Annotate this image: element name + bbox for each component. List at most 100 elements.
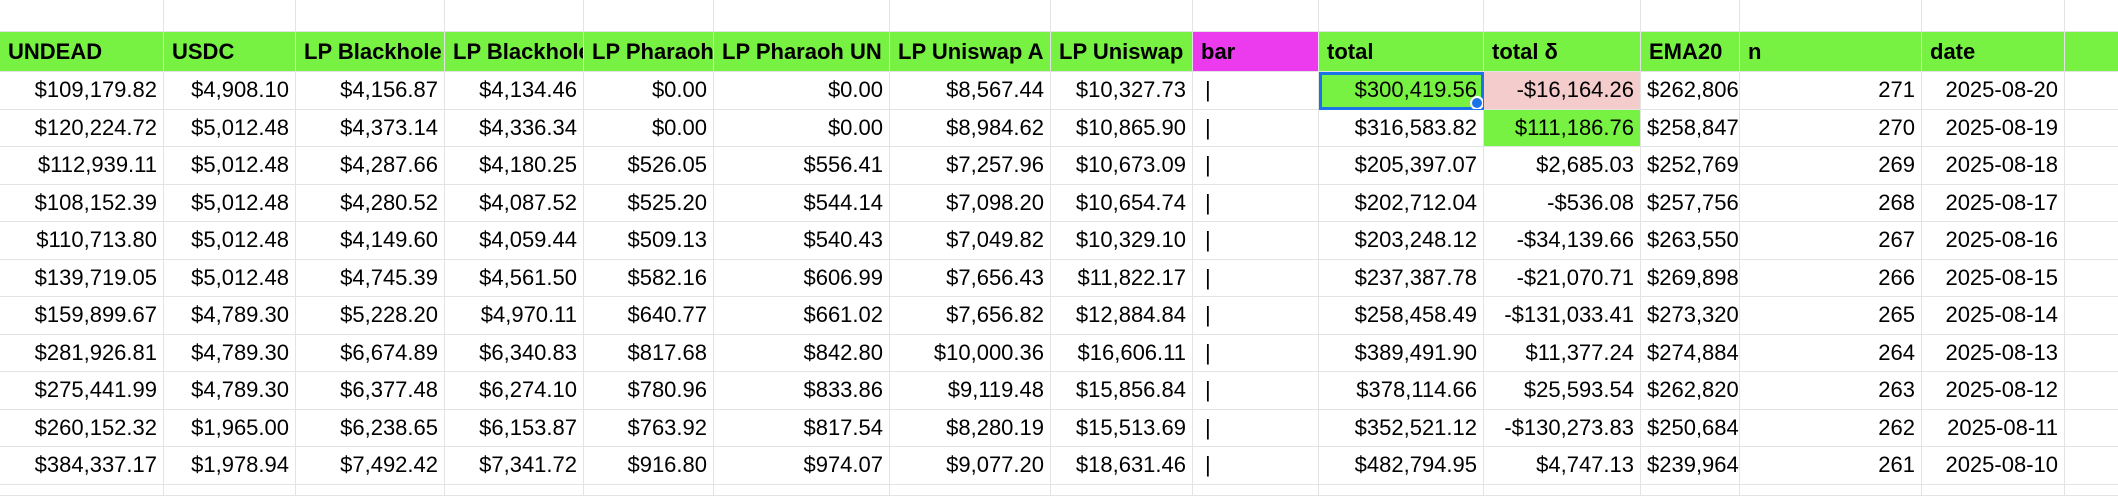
table-cell[interactable]: $5,228.20 (296, 297, 445, 335)
column-header[interactable]: total δ (1484, 32, 1641, 72)
column-header-empty[interactable] (2065, 32, 2118, 72)
empty-cell[interactable] (890, 484, 1051, 496)
table-cell[interactable]: | (1193, 409, 1319, 447)
table-cell[interactable]: $15,856.84 (1051, 372, 1193, 410)
table-cell[interactable]: $833.86 (714, 372, 890, 410)
table-cell[interactable]: $8,567.44 (890, 72, 1051, 110)
table-cell[interactable]: -$21,070.71 (1484, 259, 1641, 297)
empty-cell[interactable] (1193, 484, 1319, 496)
table-cell[interactable]: $0.00 (584, 109, 714, 147)
empty-cell[interactable] (714, 0, 890, 32)
empty-cell[interactable] (1484, 0, 1641, 32)
table-cell[interactable]: $263,550 (1641, 222, 1740, 260)
empty-cell[interactable] (164, 484, 296, 496)
table-cell[interactable]: 266 (1740, 259, 1922, 297)
table-cell[interactable]: $275,441.99 (0, 372, 164, 410)
table-cell[interactable]: $8,280.19 (890, 409, 1051, 447)
table-cell[interactable]: $258,847 (1641, 109, 1740, 147)
table-cell[interactable]: $2,685.03 (1484, 147, 1641, 185)
table-cell[interactable]: $4,180.25 (445, 147, 584, 185)
table-cell[interactable]: $237,387.78 (1319, 259, 1484, 297)
table-cell[interactable]: $300,419.56 (1319, 72, 1484, 110)
column-header[interactable]: bar (1193, 32, 1319, 72)
table-cell[interactable]: $10,865.90 (1051, 109, 1193, 147)
table-cell[interactable]: $763.92 (584, 409, 714, 447)
table-cell[interactable]: $10,654.74 (1051, 184, 1193, 222)
table-cell[interactable]: $7,257.96 (890, 147, 1051, 185)
column-header[interactable]: EMA20 (1641, 32, 1740, 72)
empty-cell[interactable] (1193, 0, 1319, 32)
table-cell[interactable]: $6,340.83 (445, 334, 584, 372)
table-cell[interactable]: 2025-08-11 (1922, 409, 2065, 447)
table-cell[interactable]: 2025-08-19 (1922, 109, 2065, 147)
column-header[interactable]: LP Blackhole (296, 32, 445, 72)
table-cell[interactable]: $25,593.54 (1484, 372, 1641, 410)
table-cell[interactable]: $262,820 (1641, 372, 1740, 410)
table-cell[interactable]: 2025-08-10 (1922, 447, 2065, 485)
table-cell[interactable]: $4,908.10 (164, 72, 296, 110)
table-cell[interactable]: | (1193, 372, 1319, 410)
table-cell[interactable]: $6,153.87 (445, 409, 584, 447)
table-cell[interactable]: $7,098.20 (890, 184, 1051, 222)
table-cell[interactable]: $482,794.95 (1319, 447, 1484, 485)
empty-cell[interactable] (164, 0, 296, 32)
table-cell[interactable]: $1,965.00 (164, 409, 296, 447)
table-cell[interactable]: $4,970.11 (445, 297, 584, 335)
table-cell[interactable]: 267 (1740, 222, 1922, 260)
empty-cell[interactable] (2065, 410, 2118, 447)
table-cell[interactable]: $4,134.46 (445, 72, 584, 110)
table-cell[interactable]: | (1193, 184, 1319, 222)
empty-cell[interactable] (0, 484, 164, 496)
empty-cell[interactable] (2065, 72, 2118, 110)
table-cell[interactable]: $817.68 (584, 334, 714, 372)
empty-cell[interactable] (584, 0, 714, 32)
table-cell[interactable]: 261 (1740, 447, 1922, 485)
table-cell[interactable]: $8,984.62 (890, 109, 1051, 147)
empty-cell[interactable] (1051, 484, 1193, 496)
column-header[interactable]: LP Uniswap A (890, 32, 1051, 72)
table-cell[interactable]: $7,656.82 (890, 297, 1051, 335)
table-cell[interactable]: $262,806 (1641, 72, 1740, 110)
table-cell[interactable]: | (1193, 72, 1319, 110)
table-cell[interactable]: $10,327.73 (1051, 72, 1193, 110)
table-cell[interactable]: $6,274.10 (445, 372, 584, 410)
table-cell[interactable]: $4,789.30 (164, 372, 296, 410)
table-cell[interactable]: $10,673.09 (1051, 147, 1193, 185)
table-cell[interactable]: $0.00 (584, 72, 714, 110)
table-cell[interactable]: $606.99 (714, 259, 890, 297)
table-cell[interactable]: $120,224.72 (0, 109, 164, 147)
table-cell[interactable]: $780.96 (584, 372, 714, 410)
table-cell[interactable]: $4,280.52 (296, 184, 445, 222)
empty-cell[interactable] (2065, 0, 2118, 32)
table-cell[interactable]: | (1193, 297, 1319, 335)
table-cell[interactable]: $4,747.13 (1484, 447, 1641, 485)
table-cell[interactable]: $260,152.32 (0, 409, 164, 447)
table-cell[interactable]: 2025-08-20 (1922, 72, 2065, 110)
table-cell[interactable]: $525.20 (584, 184, 714, 222)
empty-cell[interactable] (2065, 372, 2118, 410)
table-cell[interactable]: 2025-08-17 (1922, 184, 2065, 222)
table-cell[interactable]: $18,631.46 (1051, 447, 1193, 485)
empty-cell[interactable] (890, 0, 1051, 32)
table-cell[interactable]: 2025-08-18 (1922, 147, 2065, 185)
table-cell[interactable]: $112,939.11 (0, 147, 164, 185)
empty-cell[interactable] (2065, 110, 2118, 147)
table-cell[interactable]: $4,156.87 (296, 72, 445, 110)
table-cell[interactable]: $110,713.80 (0, 222, 164, 260)
table-cell[interactable]: $0.00 (714, 72, 890, 110)
table-cell[interactable]: $4,745.39 (296, 259, 445, 297)
empty-cell[interactable] (1484, 484, 1641, 496)
table-cell[interactable]: $4,373.14 (296, 109, 445, 147)
empty-cell[interactable] (2065, 485, 2118, 496)
table-cell[interactable]: $4,149.60 (296, 222, 445, 260)
table-cell[interactable]: $5,012.48 (164, 259, 296, 297)
table-cell[interactable]: 269 (1740, 147, 1922, 185)
column-header[interactable]: UNDEAD (0, 32, 164, 72)
table-cell[interactable]: -$536.08 (1484, 184, 1641, 222)
table-cell[interactable]: $9,077.20 (890, 447, 1051, 485)
table-cell[interactable]: $202,712.04 (1319, 184, 1484, 222)
table-cell[interactable]: $5,012.48 (164, 109, 296, 147)
table-cell[interactable]: 2025-08-14 (1922, 297, 2065, 335)
table-cell[interactable]: $384,337.17 (0, 447, 164, 485)
empty-cell[interactable] (445, 484, 584, 496)
